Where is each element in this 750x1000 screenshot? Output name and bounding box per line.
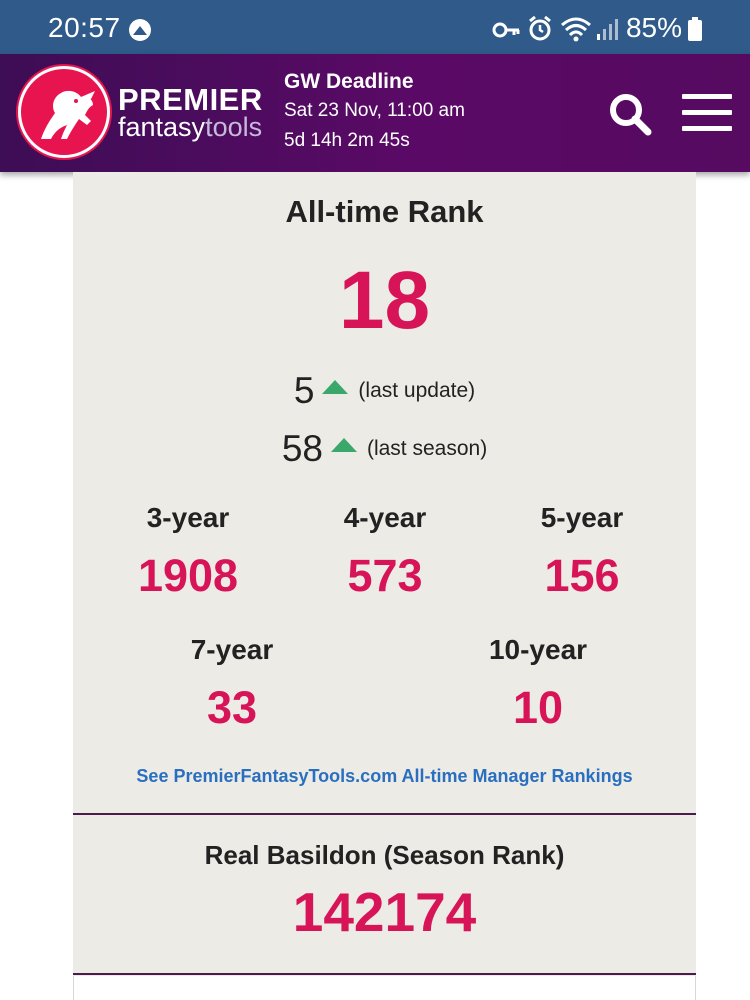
hamburger-menu-icon-bar xyxy=(682,110,732,115)
search-button[interactable] xyxy=(606,90,654,138)
season-rank-value: 142174 xyxy=(292,881,477,943)
battery-percent: 85% xyxy=(625,12,682,43)
up-arrow-icon xyxy=(330,438,357,452)
status-time: 20:57 xyxy=(48,12,121,43)
rank-3-year: 3-year 1908 xyxy=(88,502,288,602)
app-header: PREMIER fantasytools GW Deadline Sat 23 … xyxy=(0,54,750,172)
section-divider xyxy=(73,973,696,975)
alltime-rankings-link[interactable]: See PremierFantasyTools.com All-time Man… xyxy=(136,766,633,786)
logo-wordmark-tools: tools xyxy=(205,112,263,142)
logo-wordmark-fantasy: fantasy xyxy=(118,112,206,142)
rank-10-year: 10-year 10 xyxy=(438,634,638,734)
period-label: 3-year xyxy=(146,502,230,533)
lion-logo-icon[interactable] xyxy=(18,66,110,158)
rank-change-value: 58 xyxy=(281,428,323,469)
period-value: 33 xyxy=(206,682,258,733)
status-bar: 20:57 85% xyxy=(0,0,750,54)
rank-5-year: 5-year 156 xyxy=(482,502,682,602)
section-divider xyxy=(73,813,696,815)
alltime-rank-title: All-time Rank xyxy=(285,194,484,229)
rank-change-label: (last season) xyxy=(366,437,488,460)
deadline-title: GW Deadline xyxy=(284,70,414,93)
hamburger-menu-icon xyxy=(682,94,732,99)
rank-change-label: (last update) xyxy=(358,379,476,402)
logo-wordmark-fantasytools: fantasytools xyxy=(118,112,262,143)
logo-wordmark-premier: PREMIER xyxy=(118,82,263,117)
wifi-icon xyxy=(560,16,592,47)
deadline-date: Sat 23 Nov, 11:00 am xyxy=(284,100,465,121)
rank-change-last-update: 5 (last update) xyxy=(73,370,696,412)
rank-card: All-time Rank 18 5 (last update) 58 (last … xyxy=(73,172,696,1000)
period-label: 7-year xyxy=(190,634,274,665)
signal-icon xyxy=(596,18,618,45)
period-label: 10-year xyxy=(488,634,588,665)
up-arrow-icon xyxy=(322,380,349,394)
period-label: 4-year xyxy=(343,502,427,533)
period-value: 10 xyxy=(512,682,564,733)
deadline-countdown: 5d 14h 2m 45s xyxy=(284,130,410,151)
season-rank-title: Real Basildon (Season Rank) xyxy=(204,840,565,870)
rank-change-last-season: 58 (last season) xyxy=(73,428,696,470)
battery-icon xyxy=(688,17,702,46)
vpn-circle-icon xyxy=(128,18,152,47)
alarm-icon xyxy=(528,15,552,47)
rank-4-year: 4-year 573 xyxy=(285,502,485,602)
rank-7-year: 7-year 33 xyxy=(132,634,332,734)
rank-change-value: 5 xyxy=(293,370,315,411)
hamburger-menu-icon-bar xyxy=(682,126,732,131)
search-icon xyxy=(606,94,654,142)
key-icon xyxy=(492,20,520,45)
period-value: 1908 xyxy=(137,550,239,601)
period-value: 156 xyxy=(544,550,620,601)
period-label: 5-year xyxy=(540,502,624,533)
hamburger-menu-button[interactable] xyxy=(680,92,734,132)
period-value: 573 xyxy=(347,550,423,601)
next-section-panel xyxy=(73,976,696,1000)
alltime-rank-value: 18 xyxy=(338,255,431,346)
